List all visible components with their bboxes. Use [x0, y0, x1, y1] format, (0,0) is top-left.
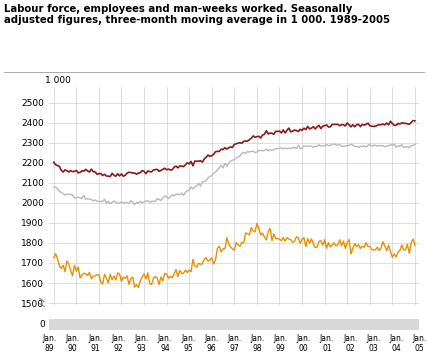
Text: 92: 92	[114, 344, 123, 353]
Text: Jan.: Jan.	[250, 334, 265, 343]
Text: Jan.: Jan.	[158, 334, 172, 343]
Text: 94: 94	[160, 344, 170, 353]
Text: 91: 91	[91, 344, 100, 353]
Text: 93: 93	[137, 344, 147, 353]
Text: Jan.: Jan.	[181, 334, 195, 343]
Text: Jan.: Jan.	[135, 334, 149, 343]
Text: 03: 03	[368, 344, 378, 353]
Text: Jan.: Jan.	[366, 334, 380, 343]
Text: 0: 0	[40, 321, 45, 329]
Text: 05: 05	[415, 344, 424, 353]
Text: 97: 97	[229, 344, 239, 353]
Text: 90: 90	[68, 344, 77, 353]
Text: Labour force, employees and man-weeks worked. Seasonally
adjusted figures, three: Labour force, employees and man-weeks wo…	[4, 4, 390, 25]
Text: Jan.: Jan.	[88, 334, 103, 343]
Text: Jan.: Jan.	[42, 334, 56, 343]
Text: Jan.: Jan.	[412, 334, 427, 343]
Text: 04: 04	[392, 344, 401, 353]
Text: Jan.: Jan.	[297, 334, 311, 343]
Text: 95: 95	[183, 344, 193, 353]
Text: 89: 89	[45, 344, 54, 353]
Text: 02: 02	[345, 344, 355, 353]
Text: Jan.: Jan.	[273, 334, 288, 343]
Text: Jan.: Jan.	[227, 334, 241, 343]
Text: Jan.: Jan.	[389, 334, 404, 343]
Text: 99: 99	[276, 344, 285, 353]
Text: Jan.: Jan.	[112, 334, 126, 343]
Text: Jan.: Jan.	[320, 334, 334, 343]
Text: Jan.: Jan.	[204, 334, 218, 343]
Text: 01: 01	[322, 344, 332, 353]
Text: 00: 00	[299, 344, 309, 353]
Text: 98: 98	[253, 344, 262, 353]
Text: 96: 96	[206, 344, 216, 353]
Text: Jan.: Jan.	[343, 334, 357, 343]
Text: 1 000: 1 000	[45, 76, 71, 85]
Text: Jan.: Jan.	[65, 334, 80, 343]
